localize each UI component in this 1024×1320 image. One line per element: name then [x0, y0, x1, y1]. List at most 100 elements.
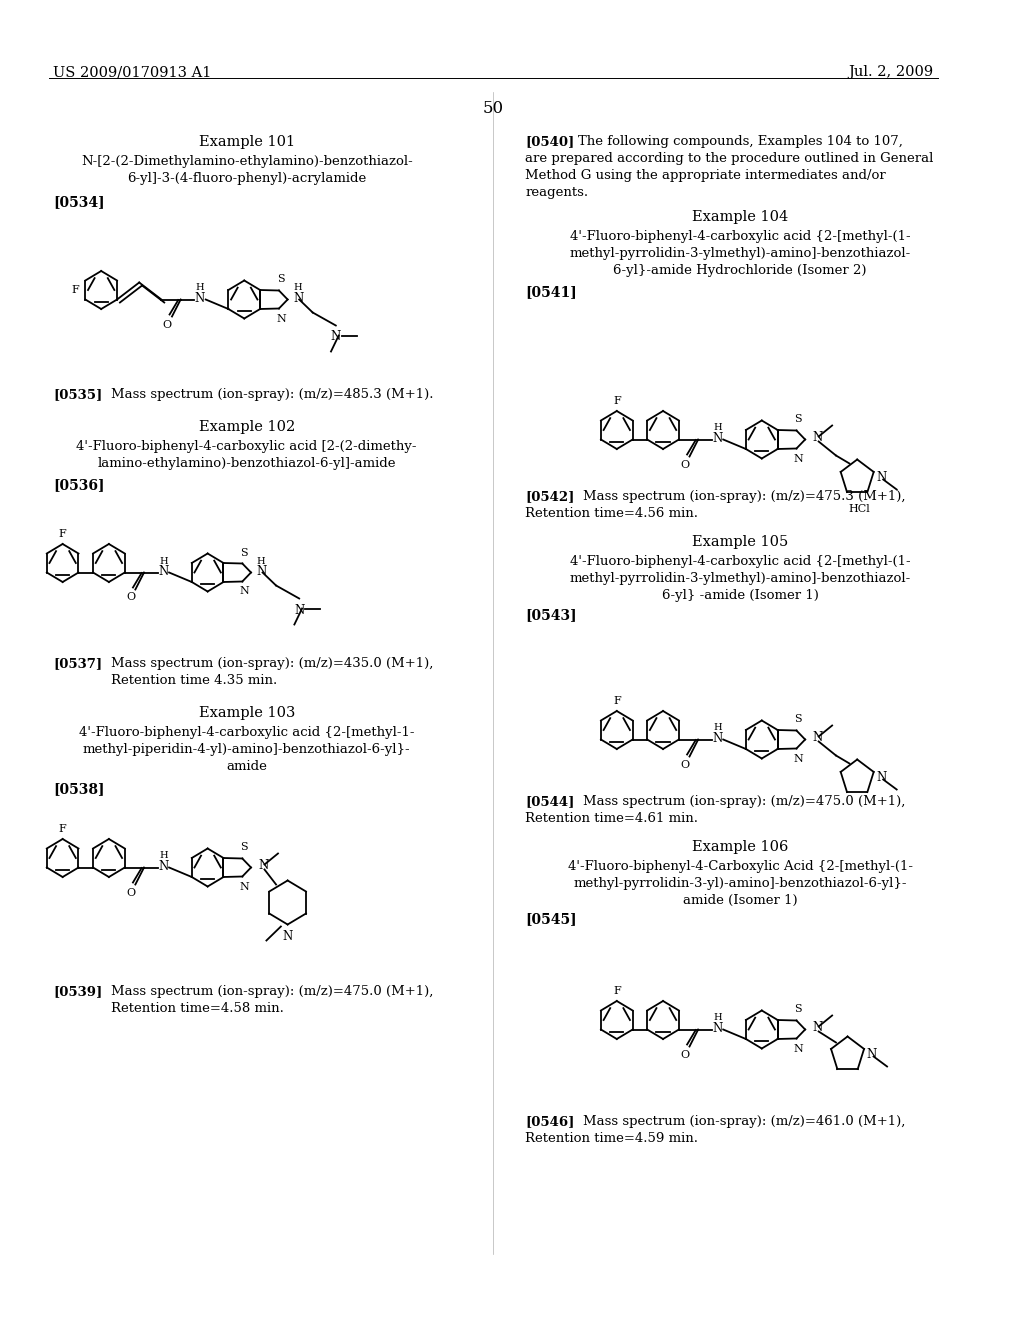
Text: [0536]: [0536] — [53, 478, 104, 492]
Text: amide (Isomer 1): amide (Isomer 1) — [683, 894, 798, 907]
Text: N: N — [813, 1020, 823, 1034]
Text: N: N — [794, 1044, 803, 1053]
Text: F: F — [613, 696, 621, 706]
Text: Example 104: Example 104 — [692, 210, 788, 224]
Text: N: N — [240, 586, 249, 597]
Text: [0543]: [0543] — [525, 609, 577, 622]
Text: [0540]: [0540] — [525, 135, 574, 148]
Text: [0534]: [0534] — [53, 195, 104, 209]
Text: H: H — [257, 557, 265, 565]
Text: S: S — [795, 414, 802, 425]
Text: N: N — [877, 471, 887, 484]
Text: N: N — [276, 314, 286, 323]
Text: Example 103: Example 103 — [199, 706, 295, 719]
Text: 4'-Fluoro-biphenyl-4-carboxylic acid {2-[methyl-(1-: 4'-Fluoro-biphenyl-4-carboxylic acid {2-… — [569, 230, 910, 243]
Text: N: N — [195, 292, 205, 305]
Text: [0537]: [0537] — [53, 657, 102, 671]
Text: Mass spectrum (ion-spray): (m/z)=475.0 (M+1),: Mass spectrum (ion-spray): (m/z)=475.0 (… — [583, 795, 905, 808]
Text: N: N — [713, 1022, 723, 1035]
Text: N: N — [794, 754, 803, 763]
Text: H: H — [159, 557, 168, 565]
Text: 4'-Fluoro-biphenyl-4-carboxylic acid {2-[methyl-(1-: 4'-Fluoro-biphenyl-4-carboxylic acid {2-… — [569, 554, 910, 568]
Text: Example 106: Example 106 — [692, 840, 788, 854]
Text: N: N — [877, 771, 887, 784]
Text: HCl: HCl — [848, 503, 870, 513]
Text: O: O — [126, 593, 135, 602]
Text: N: N — [813, 432, 823, 444]
Text: O: O — [126, 887, 135, 898]
Text: 50: 50 — [483, 100, 504, 117]
Text: [0545]: [0545] — [525, 912, 577, 927]
Text: Jul. 2, 2009: Jul. 2, 2009 — [849, 65, 934, 79]
Text: S: S — [795, 714, 802, 725]
Text: N-[2-(2-Dimethylamino-ethylamino)-benzothiazol-: N-[2-(2-Dimethylamino-ethylamino)-benzot… — [81, 154, 413, 168]
Text: F: F — [58, 529, 67, 539]
Text: Mass spectrum (ion-spray): (m/z)=475.0 (M+1),: Mass spectrum (ion-spray): (m/z)=475.0 (… — [111, 985, 433, 998]
Text: [0542]: [0542] — [525, 490, 574, 503]
Text: [0538]: [0538] — [53, 781, 104, 796]
Text: O: O — [680, 759, 689, 770]
Text: Mass spectrum (ion-spray): (m/z)=461.0 (M+1),: Mass spectrum (ion-spray): (m/z)=461.0 (… — [583, 1115, 905, 1129]
Text: N: N — [158, 565, 168, 578]
Text: Example 102: Example 102 — [199, 420, 295, 434]
Text: 4'-Fluoro-biphenyl-4-Carboxylic Acid {2-[methyl-(1-: 4'-Fluoro-biphenyl-4-Carboxylic Acid {2-… — [567, 861, 912, 873]
Text: 4'-Fluoro-biphenyl-4-carboxylic acid {2-[methyl-1-: 4'-Fluoro-biphenyl-4-carboxylic acid {2-… — [79, 726, 415, 739]
Text: Retention time=4.61 min.: Retention time=4.61 min. — [525, 812, 698, 825]
Text: N: N — [257, 565, 267, 578]
Text: reagents.: reagents. — [525, 186, 589, 199]
Text: methyl-pyrrolidin-3-ylmethyl)-amino]-benzothiazol-: methyl-pyrrolidin-3-ylmethyl)-amino]-ben… — [569, 572, 910, 585]
Text: Retention time 4.35 min.: Retention time 4.35 min. — [111, 675, 278, 686]
Text: 6-yl]-3-(4-fluoro-phenyl)-acrylamide: 6-yl]-3-(4-fluoro-phenyl)-acrylamide — [127, 172, 367, 185]
Text: S: S — [795, 1005, 802, 1015]
Text: N: N — [813, 731, 823, 744]
Text: The following compounds, Examples 104 to 107,: The following compounds, Examples 104 to… — [579, 135, 903, 148]
Text: lamino-ethylamino)-benzothiazol-6-yl]-amide: lamino-ethylamino)-benzothiazol-6-yl]-am… — [97, 457, 396, 470]
Text: N: N — [867, 1048, 878, 1061]
Text: H: H — [159, 851, 168, 861]
Text: H: H — [294, 284, 302, 293]
Text: N: N — [259, 859, 269, 873]
Text: H: H — [196, 284, 204, 293]
Text: N: N — [331, 330, 341, 343]
Text: methyl-pyrrolidin-3-ylmethyl)-amino]-benzothiazol-: methyl-pyrrolidin-3-ylmethyl)-amino]-ben… — [569, 247, 910, 260]
Text: H: H — [713, 723, 722, 733]
Text: [0546]: [0546] — [525, 1115, 574, 1129]
Text: N: N — [713, 733, 723, 744]
Text: [0544]: [0544] — [525, 795, 574, 808]
Text: S: S — [241, 548, 248, 557]
Text: 4'-Fluoro-biphenyl-4-carboxylic acid [2-(2-dimethy-: 4'-Fluoro-biphenyl-4-carboxylic acid [2-… — [77, 440, 417, 453]
Text: S: S — [241, 842, 248, 853]
Text: Retention time=4.59 min.: Retention time=4.59 min. — [525, 1133, 698, 1144]
Text: methyl-pyrrolidin-3-yl)-amino]-benzothiazol-6-yl}-: methyl-pyrrolidin-3-yl)-amino]-benzothia… — [573, 876, 907, 890]
Text: F: F — [72, 285, 79, 294]
Text: [0541]: [0541] — [525, 285, 577, 300]
Text: N: N — [794, 454, 803, 463]
Text: N: N — [283, 929, 293, 942]
Text: F: F — [613, 986, 621, 997]
Text: N: N — [713, 432, 723, 445]
Text: N: N — [294, 603, 304, 616]
Text: [0539]: [0539] — [53, 985, 102, 998]
Text: Mass spectrum (ion-spray): (m/z)=475.3 (M+1),: Mass spectrum (ion-spray): (m/z)=475.3 (… — [583, 490, 905, 503]
Text: 6-yl}-amide Hydrochloride (Isomer 2): 6-yl}-amide Hydrochloride (Isomer 2) — [613, 264, 867, 277]
Text: US 2009/0170913 A1: US 2009/0170913 A1 — [53, 65, 211, 79]
Text: Method G using the appropriate intermediates and/or: Method G using the appropriate intermedi… — [525, 169, 886, 182]
Text: Mass spectrum (ion-spray): (m/z)=435.0 (M+1),: Mass spectrum (ion-spray): (m/z)=435.0 (… — [111, 657, 433, 671]
Text: N: N — [294, 292, 304, 305]
Text: F: F — [58, 824, 67, 834]
Text: are prepared according to the procedure outlined in General: are prepared according to the procedure … — [525, 152, 934, 165]
Text: [0535]: [0535] — [53, 388, 102, 401]
Text: amide: amide — [226, 760, 267, 774]
Text: Retention time=4.58 min.: Retention time=4.58 min. — [111, 1002, 284, 1015]
Text: Example 105: Example 105 — [692, 535, 788, 549]
Text: Example 101: Example 101 — [199, 135, 295, 149]
Text: methyl-piperidin-4-yl)-amino]-benzothiazol-6-yl}-: methyl-piperidin-4-yl)-amino]-benzothiaz… — [83, 743, 411, 756]
Text: O: O — [163, 319, 172, 330]
Text: 6-yl} -amide (Isomer 1): 6-yl} -amide (Isomer 1) — [662, 589, 818, 602]
Text: H: H — [713, 424, 722, 433]
Text: H: H — [713, 1014, 722, 1023]
Text: O: O — [680, 1049, 689, 1060]
Text: O: O — [680, 459, 689, 470]
Text: S: S — [278, 275, 285, 285]
Text: Mass spectrum (ion-spray): (m/z)=485.3 (M+1).: Mass spectrum (ion-spray): (m/z)=485.3 (… — [111, 388, 433, 401]
